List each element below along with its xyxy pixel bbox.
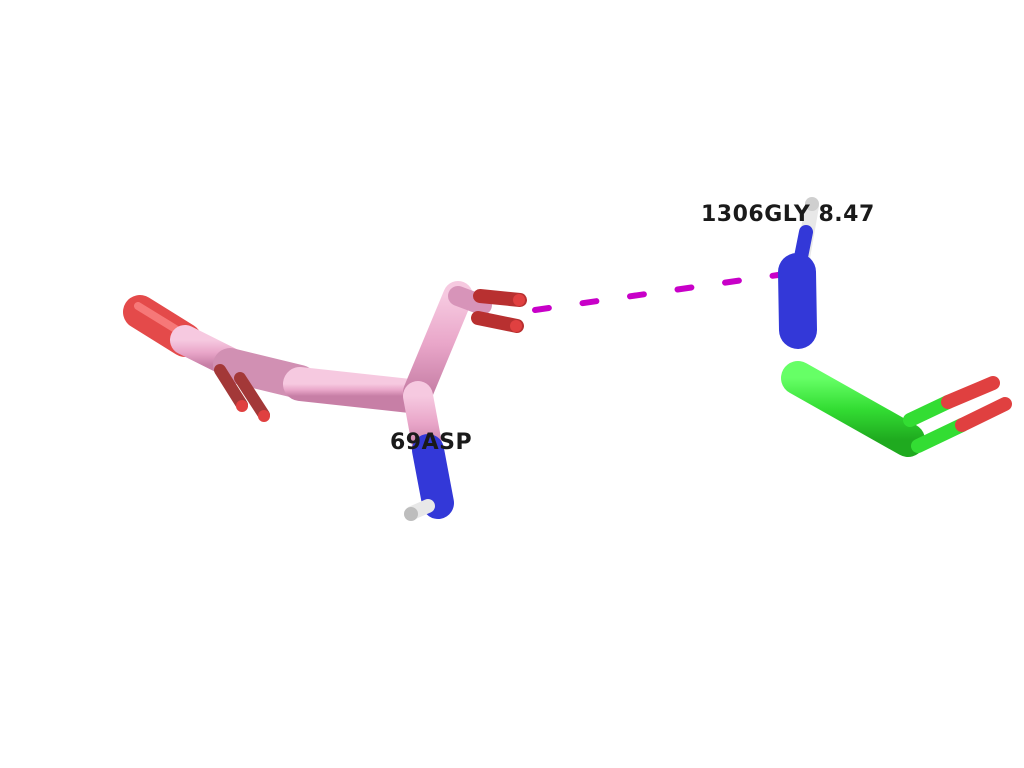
gly-o2-green <box>911 418 969 453</box>
gly-h-atom <box>805 197 819 211</box>
residue-1306gly <box>778 197 1012 457</box>
asp-h-atom <box>404 507 418 521</box>
asp-n-bond <box>412 434 454 519</box>
residue-label-69asp: 69ASP <box>390 430 473 455</box>
asp-c2-bond <box>448 286 492 315</box>
asp-o1-tip <box>513 294 525 306</box>
gly-o1-green <box>903 395 955 427</box>
asp-od1-highlight <box>134 302 186 337</box>
gly-o2-red <box>955 397 1012 432</box>
asp-od2b-bond <box>234 372 270 421</box>
asp-od2a-bond <box>214 364 248 411</box>
hbond-dash <box>532 272 781 313</box>
gly-o1-red <box>941 376 1000 409</box>
residue-69asp <box>123 281 527 521</box>
gly-c-bond <box>781 361 925 457</box>
asp-c-bond <box>403 281 473 407</box>
asp-o2-tip <box>510 320 522 332</box>
asp-od2a-tip <box>236 400 248 412</box>
residue-label-1306gly: 1306GLY 8.47 <box>701 202 875 227</box>
asp-ca-bond <box>283 367 427 413</box>
asp-od2b-tip <box>258 410 270 422</box>
